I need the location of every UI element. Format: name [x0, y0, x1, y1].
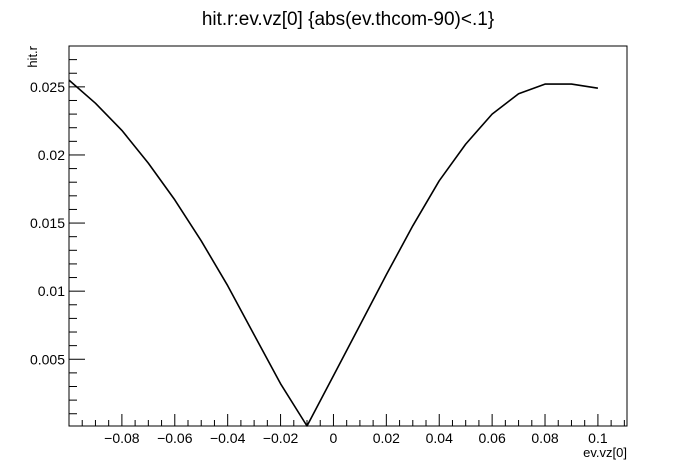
x-tick-label: 0.1 [588, 430, 608, 446]
x-tick-label: −0.04 [210, 430, 246, 446]
x-axis-label: ev.vz[0] [583, 445, 627, 460]
x-tick-label: 0.02 [373, 430, 400, 446]
y-tick-label: 0.01 [38, 283, 65, 299]
plot-frame [68, 45, 628, 427]
x-tick-label: 0.08 [531, 430, 558, 446]
y-tick-label: 0.005 [30, 351, 65, 367]
x-tick-label: −0.08 [104, 430, 140, 446]
x-tick-label: 0.06 [479, 430, 506, 446]
y-tick-label: 0.025 [30, 79, 65, 95]
data-series-curve [68, 79, 599, 427]
x-axis: −0.08 −0.06 −0.04 −0.02 0 0.02 0.04 0.06 0.08 0.1 [68, 414, 625, 446]
y-tick-label: 0.02 [38, 147, 65, 163]
y-axis: 0.005 0.01 0.015 0.02 0.025 [30, 45, 85, 415]
x-tick-label: 0 [330, 430, 338, 446]
x-tick-label: 0.04 [426, 430, 453, 446]
y-axis-label: hit.r [25, 45, 40, 67]
x-tick-label: −0.02 [263, 430, 299, 446]
chart-title: hit.r:ev.vz[0] {abs(ev.thcom-90)<.1} [202, 9, 494, 30]
x-tick-label: −0.06 [157, 430, 193, 446]
y-tick-label: 0.015 [30, 215, 65, 231]
